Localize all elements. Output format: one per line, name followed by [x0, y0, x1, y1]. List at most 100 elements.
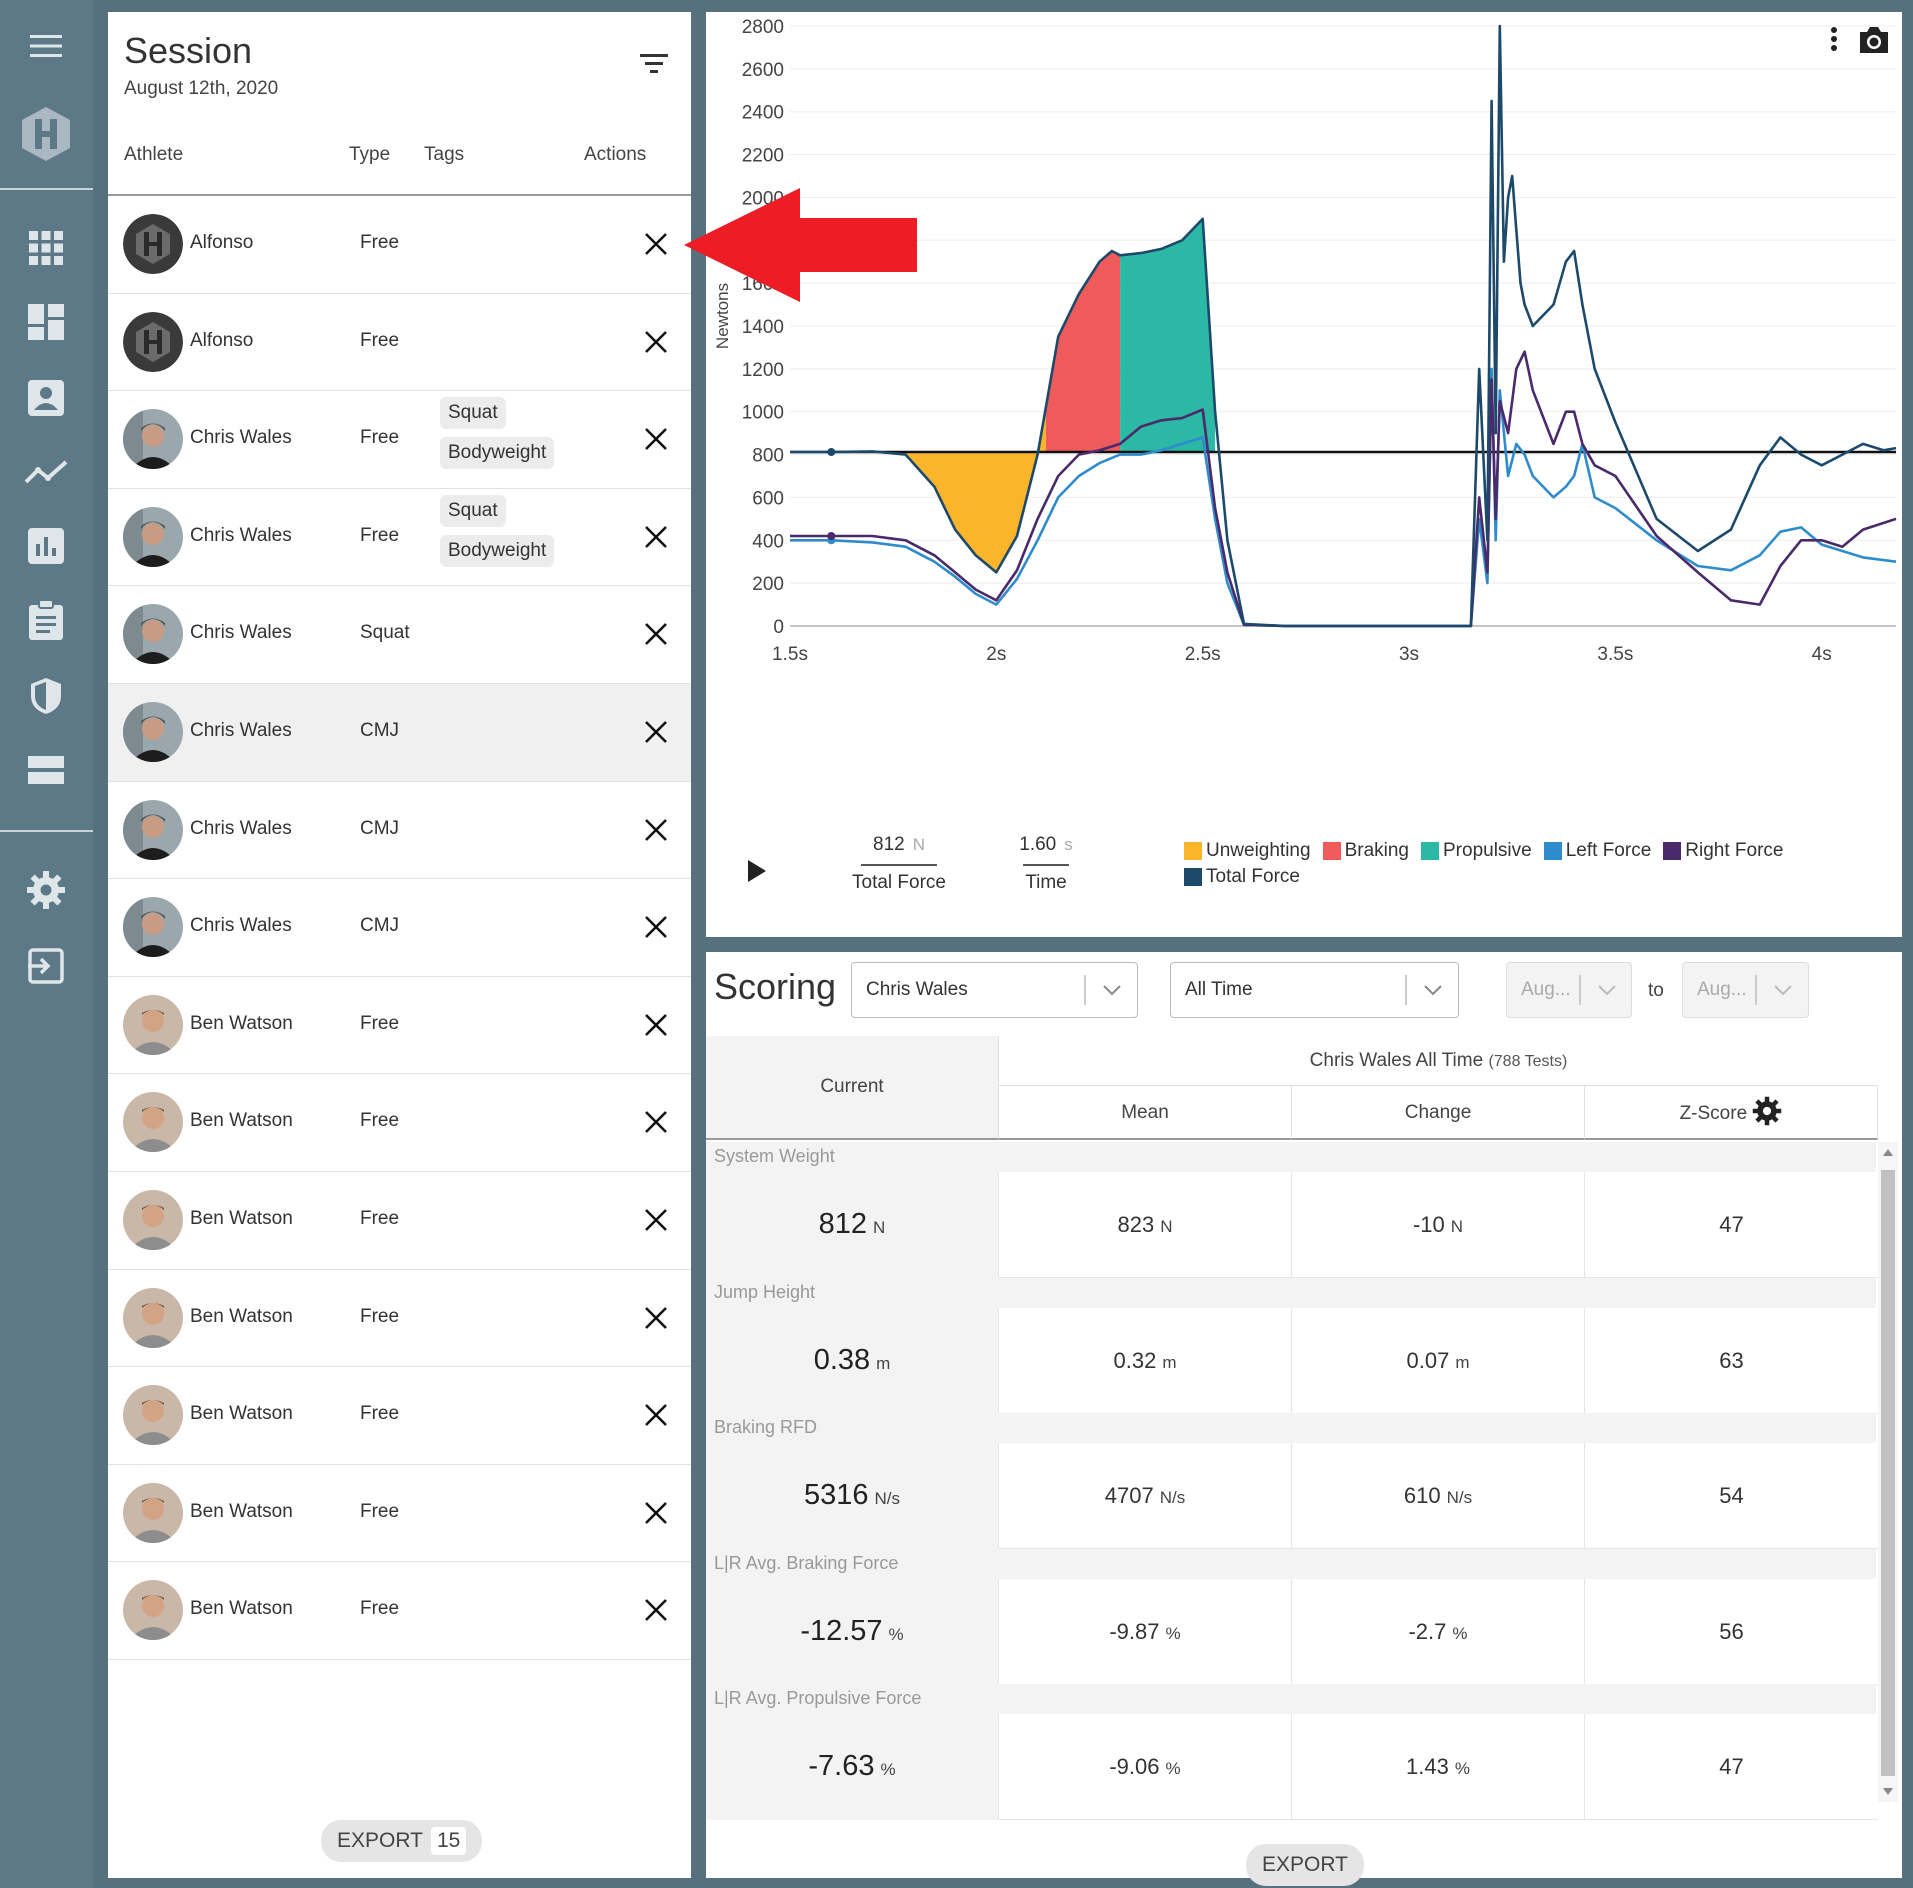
- legend-item[interactable]: Unweighting: [1184, 840, 1311, 862]
- x-tick-label: 2.5s: [1185, 644, 1221, 665]
- session-row[interactable]: Ben Watson Free: [108, 1562, 691, 1660]
- athlete-icon[interactable]: [20, 372, 72, 424]
- legend-item[interactable]: Total Force: [1184, 866, 1300, 888]
- session-date: August 12th, 2020: [124, 78, 279, 99]
- metric-change: -10 N: [1291, 1172, 1584, 1278]
- legend-item[interactable]: Right Force: [1663, 840, 1783, 862]
- avatar: [123, 799, 183, 860]
- delete-icon[interactable]: [642, 816, 670, 844]
- tag-chip[interactable]: Squat: [440, 494, 506, 527]
- athlete-select-value: Chris Wales: [866, 979, 968, 1000]
- delete-icon[interactable]: [642, 913, 670, 941]
- zscore-label: Z-Score: [1679, 1103, 1748, 1125]
- current-value: -12.57: [800, 1614, 883, 1647]
- tag-chip[interactable]: Bodyweight: [440, 534, 555, 567]
- metric-mean: 4707 N/s: [998, 1443, 1291, 1549]
- scroll-down-icon[interactable]: [1883, 1788, 1893, 1796]
- delete-icon[interactable]: [642, 1206, 670, 1234]
- metric-current: 0.38 m: [706, 1307, 998, 1414]
- metric-mean: 0.32 m: [998, 1307, 1291, 1414]
- athlete-select[interactable]: Chris Wales: [851, 962, 1138, 1018]
- zscore-settings-icon[interactable]: [1752, 1096, 1782, 1126]
- delete-icon[interactable]: [642, 1304, 670, 1332]
- menu-icon[interactable]: [20, 20, 72, 72]
- to-date-select[interactable]: Aug...: [1682, 962, 1809, 1018]
- zscore-value: 47: [1719, 1754, 1744, 1779]
- dashboard-icon[interactable]: [20, 296, 72, 348]
- clipboard-icon[interactable]: [20, 594, 72, 646]
- apps-grid-icon[interactable]: [20, 222, 72, 274]
- session-row[interactable]: Ben Watson Free: [108, 1270, 691, 1368]
- force-chart[interactable]: 0200400600800100012001400160018002000220…: [706, 12, 1902, 832]
- y-tick-label: 2400: [742, 103, 784, 124]
- storage-icon[interactable]: [20, 744, 72, 796]
- scoring-scrollbar[interactable]: [1878, 1142, 1898, 1802]
- session-export-button[interactable]: EXPORT 15: [321, 1820, 483, 1862]
- session-row[interactable]: Ben Watson Free: [108, 977, 691, 1075]
- delete-icon[interactable]: [642, 1401, 670, 1429]
- tag-chip[interactable]: Bodyweight: [440, 437, 555, 470]
- metric-row: System Weight 812 N 823 N -10 N 47: [706, 1142, 1878, 1278]
- settings-icon[interactable]: [20, 864, 72, 916]
- session-list: Alfonso Free Alfonso Free Chris Wales Free Squ…: [108, 196, 691, 1660]
- session-row[interactable]: Chris Wales Squat: [108, 586, 691, 684]
- session-row[interactable]: Chris Wales CMJ: [108, 782, 691, 880]
- session-row[interactable]: Alfonso Free: [108, 196, 691, 294]
- session-row[interactable]: Alfonso Free: [108, 294, 691, 392]
- session-row[interactable]: Ben Watson Free: [108, 1465, 691, 1563]
- session-row[interactable]: Ben Watson Free: [108, 1074, 691, 1172]
- test-type: Free: [360, 329, 400, 351]
- session-row[interactable]: Ben Watson Free: [108, 1172, 691, 1270]
- session-row[interactable]: Chris Wales CMJ: [108, 683, 691, 782]
- delete-icon[interactable]: [642, 718, 670, 746]
- delete-icon[interactable]: [642, 1499, 670, 1527]
- delete-icon[interactable]: [642, 425, 670, 453]
- range-select[interactable]: All Time: [1170, 962, 1459, 1018]
- tag-list: Squat Bodyweight: [440, 494, 555, 575]
- from-date-select[interactable]: Aug...: [1506, 962, 1632, 1018]
- metric-change: 0.07 m: [1291, 1307, 1584, 1414]
- legend-item[interactable]: Propulsive: [1421, 840, 1532, 862]
- session-row[interactable]: Ben Watson Free: [108, 1367, 691, 1465]
- col-athlete[interactable]: Athlete: [124, 144, 184, 165]
- shield-icon[interactable]: [20, 670, 72, 722]
- logout-icon[interactable]: [20, 940, 72, 992]
- chevron-down-icon: [1774, 985, 1792, 996]
- session-row[interactable]: Chris Wales CMJ: [108, 879, 691, 977]
- more-vert-icon[interactable]: [1830, 26, 1838, 57]
- col-type[interactable]: Type: [349, 144, 391, 165]
- mean-unit: %: [1165, 1623, 1181, 1643]
- session-row[interactable]: Chris Wales Free Squat Bodyweight: [108, 489, 691, 587]
- athlete-name: Chris Wales: [190, 915, 292, 937]
- athlete-name: Alfonso: [190, 232, 254, 253]
- bar-chart-icon[interactable]: [20, 520, 72, 572]
- legend-item[interactable]: Braking: [1322, 840, 1409, 862]
- trend-icon[interactable]: [20, 446, 72, 498]
- mean-label: Mean: [1121, 1102, 1169, 1123]
- scroll-thumb[interactable]: [1881, 1170, 1895, 1776]
- scroll-up-icon[interactable]: [1883, 1148, 1893, 1156]
- delete-icon[interactable]: [642, 1011, 670, 1039]
- legend-label: Unweighting: [1206, 840, 1311, 861]
- delete-icon[interactable]: [642, 1596, 670, 1624]
- force-chart-panel: 0200400600800100012001400160018002000220…: [706, 12, 1902, 937]
- filter-icon[interactable]: [640, 52, 674, 86]
- camera-icon[interactable]: [1858, 26, 1890, 59]
- metric-mean: -9.06%: [998, 1714, 1291, 1820]
- delete-icon[interactable]: [642, 1108, 670, 1136]
- tag-chip[interactable]: Squat: [440, 397, 506, 430]
- athlete-name: Ben Watson: [190, 1110, 293, 1132]
- y-tick-label: 200: [752, 574, 784, 595]
- play-icon[interactable]: [748, 860, 766, 887]
- current-label: Current: [820, 1076, 884, 1097]
- legend-item[interactable]: Left Force: [1543, 840, 1651, 862]
- session-row[interactable]: Chris Wales Free Squat Bodyweight: [108, 391, 691, 489]
- phase-area-unweighting: [905, 407, 1046, 572]
- delete-icon[interactable]: [642, 620, 670, 648]
- scoring-export-button[interactable]: EXPORT: [1246, 1844, 1364, 1886]
- delete-icon[interactable]: [642, 230, 670, 258]
- delete-icon[interactable]: [642, 328, 670, 356]
- delete-icon[interactable]: [642, 523, 670, 551]
- logo-icon[interactable]: [16, 104, 76, 164]
- col-tags[interactable]: Tags: [424, 144, 465, 165]
